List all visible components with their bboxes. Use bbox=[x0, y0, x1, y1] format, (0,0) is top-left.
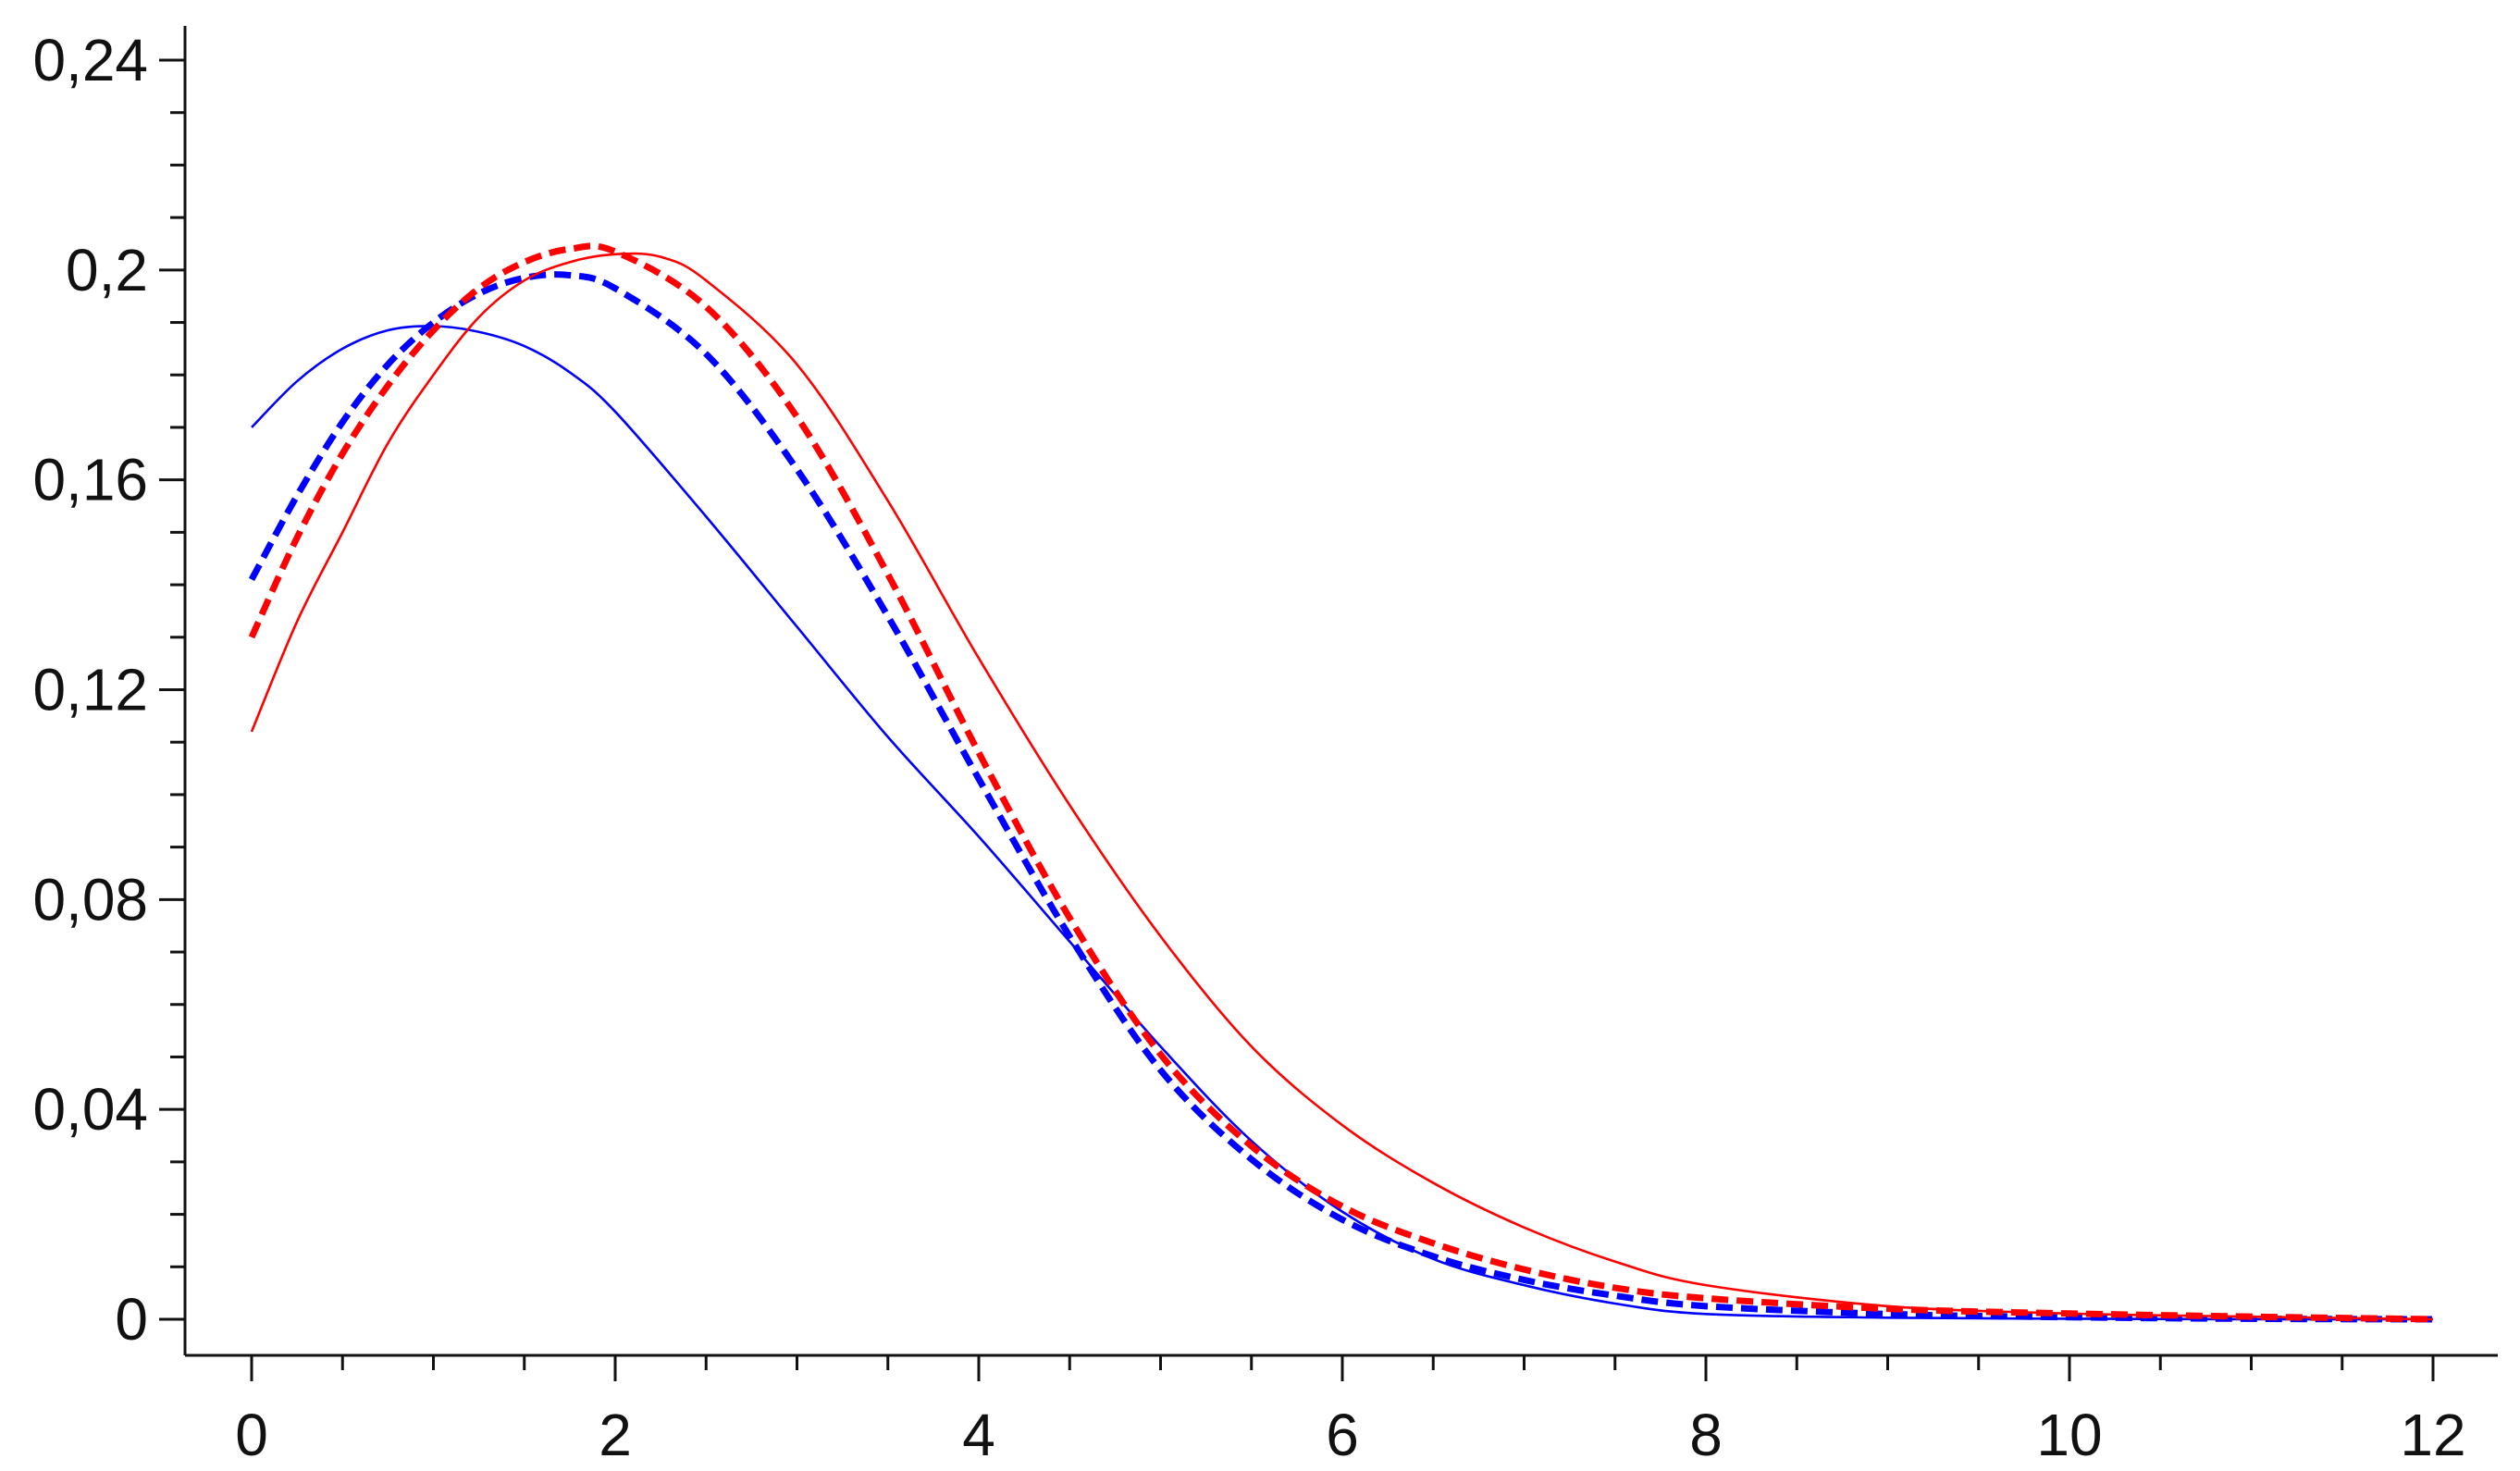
y-tick-label: 0,08 bbox=[32, 866, 148, 933]
series-line-2 bbox=[248, 271, 2434, 1323]
x-tick-label: 8 bbox=[1689, 1402, 1723, 1468]
tick-marks bbox=[159, 58, 2435, 1381]
tick-labels: 0 2 4 6 8 10 12 0 0,04 0,08 0,12 0,16 0,2 0,24 bbox=[32, 27, 2465, 1468]
y-tick-label: 0 bbox=[115, 1286, 148, 1353]
y-tick-label: 0,16 bbox=[32, 447, 148, 513]
y-tick-label: 0,12 bbox=[32, 657, 148, 723]
series-line-1 bbox=[251, 325, 2434, 1321]
x-tick-label: 10 bbox=[2036, 1402, 2102, 1468]
x-tick-label: 4 bbox=[962, 1402, 995, 1468]
series-lines bbox=[248, 242, 2434, 1323]
x-tick-label: 12 bbox=[2400, 1402, 2465, 1468]
series-line-3 bbox=[248, 242, 2434, 1323]
x-tick-label: 6 bbox=[1326, 1402, 1359, 1468]
y-tick-label: 0,24 bbox=[32, 27, 148, 93]
y-tick-label: 0,04 bbox=[32, 1076, 148, 1143]
x-tick-label: 2 bbox=[599, 1402, 632, 1468]
x-tick-label: 0 bbox=[235, 1402, 268, 1468]
series-line-4 bbox=[250, 252, 2434, 1321]
axes bbox=[183, 26, 2498, 1357]
y-tick-label: 0,2 bbox=[66, 237, 148, 303]
